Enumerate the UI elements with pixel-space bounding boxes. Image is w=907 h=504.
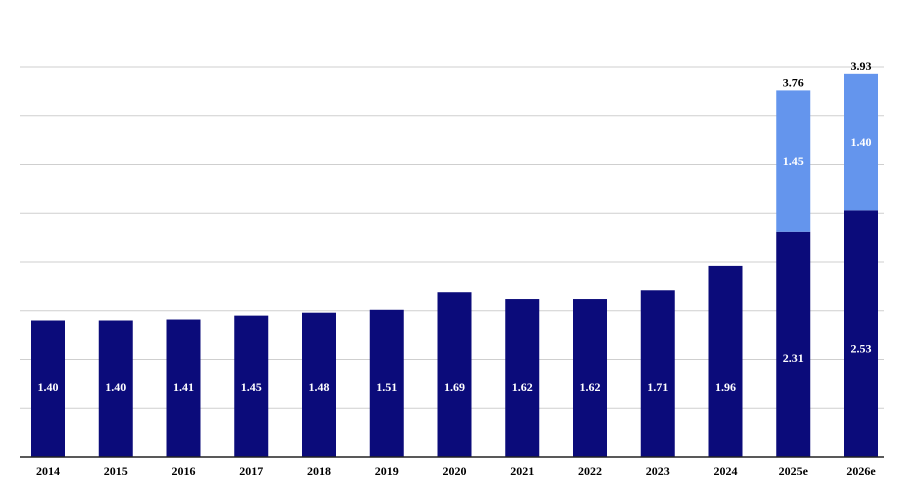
x-tick-label-2025e: 2025e — [779, 464, 809, 478]
bar-segment-2016-s1 — [166, 319, 201, 457]
bar-total-label-2026e: 3.93 — [851, 59, 872, 73]
bar-segment-2023-s1 — [640, 290, 675, 457]
bar-segment-2025e-s2 — [776, 90, 811, 232]
x-tick-label-2018: 2018 — [307, 464, 331, 478]
bar-segment-2019-s1 — [369, 309, 404, 457]
x-tick-label-2021: 2021 — [510, 464, 534, 478]
bar-value-label-2020-s1: 1.69 — [444, 380, 465, 394]
bar-segment-2015-s1 — [98, 320, 133, 457]
bar-value-label-2022-s1: 1.62 — [580, 380, 601, 394]
bar-value-label-2014-s1: 1.40 — [38, 380, 59, 394]
bars — [31, 73, 878, 457]
bar-value-label-2015-s1: 1.40 — [105, 380, 126, 394]
bar-value-label-2016-s1: 1.41 — [173, 380, 194, 394]
bar-segment-2022-s1 — [573, 299, 607, 457]
bar-segment-2017-s1 — [234, 315, 269, 457]
bar-value-label-2026e-s1: 2.53 — [851, 341, 872, 355]
x-tick-label-2023: 2023 — [646, 464, 670, 478]
bar-segment-2025e-s1 — [776, 231, 811, 457]
bar-segment-2018-s1 — [302, 312, 336, 457]
bar-segment-2020-s1 — [437, 292, 472, 457]
x-tick-label-2014: 2014 — [36, 464, 60, 478]
bar-value-label-2021-s1: 1.62 — [512, 380, 533, 394]
bar-segment-2024-s1 — [708, 265, 743, 457]
bar-value-label-2025e-s2: 1.45 — [783, 154, 804, 168]
bar-value-label-2018-s1: 1.48 — [309, 380, 330, 394]
bar-segment-2026e-s2 — [844, 73, 878, 211]
data-labels: 1.40 1.40 1.41 1.45 1.48 1.51 1.69 1.62 1.62 1.71… — [38, 59, 872, 394]
x-tick-label-2019: 2019 — [375, 464, 399, 478]
bar-segment-2026e-s1 — [844, 210, 878, 457]
bar-segment-2014-s1 — [31, 320, 65, 457]
x-tick-label-2026e: 2026e — [846, 464, 876, 478]
x-tick-label-2022: 2022 — [578, 464, 602, 478]
bar-value-label-2024-s1: 1.96 — [715, 380, 736, 394]
bar-value-label-2025e-s1: 2.31 — [783, 351, 804, 365]
x-tick-label-2020: 2020 — [443, 464, 467, 478]
x-tick-label-2016: 2016 — [172, 464, 196, 478]
bar-value-label-2023-s1: 1.71 — [647, 380, 668, 394]
bar-value-label-2019-s1: 1.51 — [376, 380, 397, 394]
bar-total-label-2025e: 3.76 — [783, 75, 804, 89]
x-tick-label-2015: 2015 — [104, 464, 128, 478]
bar-segment-2021-s1 — [505, 299, 540, 457]
x-axis: 2014 2015 2016 2017 2018 2019 2020 2021 2022 2023… — [20, 456, 884, 478]
x-tick-label-2024: 2024 — [714, 464, 738, 478]
bar-value-label-2026e-s2: 1.40 — [851, 135, 872, 149]
bar-value-label-2017-s1: 1.45 — [241, 380, 262, 394]
x-tick-label-2017: 2017 — [239, 464, 263, 478]
